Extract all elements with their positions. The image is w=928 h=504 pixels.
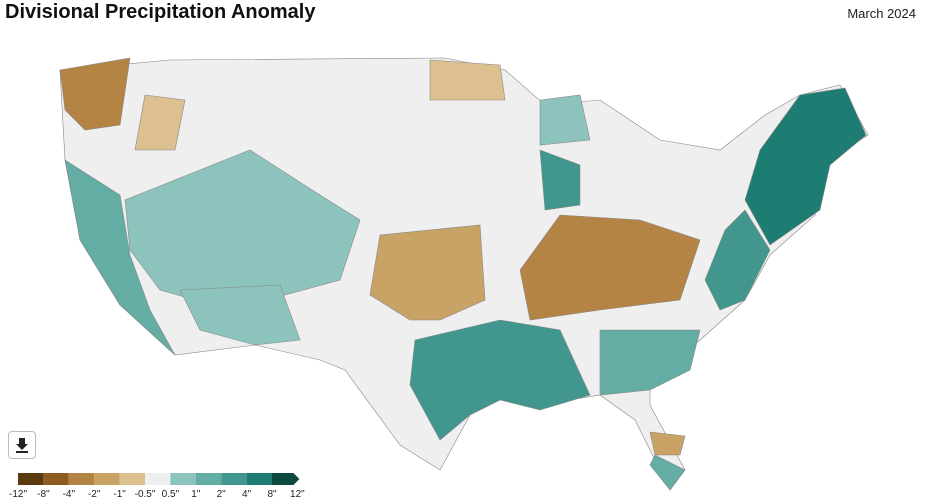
legend-label: 12" bbox=[290, 489, 305, 500]
download-icon bbox=[16, 438, 28, 453]
legend-swatch bbox=[94, 473, 120, 485]
legend-label: 1" bbox=[191, 489, 201, 500]
legend-label: -12" bbox=[9, 489, 27, 500]
legend-swatch bbox=[145, 473, 171, 485]
legend-label: -1" bbox=[113, 489, 126, 500]
legend-swatch bbox=[246, 473, 272, 485]
legend-label: -0.5" bbox=[135, 489, 156, 500]
legend-swatch bbox=[221, 473, 247, 485]
legend-swatch bbox=[43, 473, 69, 485]
region bbox=[179, 284, 301, 346]
legend: -12" -8" -4" -2" -1" -0.5" 0.5" 1" 2" 4" 8" 12" bbox=[9, 473, 305, 500]
title: Divisional Precipitation Anomaly bbox=[5, 1, 316, 23]
region bbox=[649, 431, 686, 456]
legend-label: -4" bbox=[63, 489, 76, 500]
legend-label: 4" bbox=[242, 489, 252, 500]
region bbox=[369, 224, 486, 321]
regions bbox=[59, 57, 869, 491]
legend-label: 8" bbox=[267, 489, 277, 500]
region bbox=[59, 57, 131, 131]
region bbox=[134, 94, 186, 151]
region bbox=[704, 209, 771, 311]
region bbox=[519, 214, 701, 321]
legend-swatch bbox=[119, 473, 145, 485]
legend-swatch bbox=[272, 473, 300, 485]
legend-swatch bbox=[18, 473, 44, 485]
date: March 2024 bbox=[847, 6, 916, 21]
region bbox=[649, 454, 686, 491]
download-button[interactable] bbox=[8, 431, 36, 459]
legend-swatch bbox=[170, 473, 196, 485]
legend-label: -2" bbox=[88, 489, 101, 500]
legend-swatch bbox=[68, 473, 95, 485]
region bbox=[64, 159, 176, 356]
region bbox=[744, 87, 867, 246]
legend-swatch bbox=[195, 473, 222, 485]
region bbox=[599, 329, 701, 396]
region bbox=[539, 94, 591, 146]
region bbox=[429, 59, 506, 101]
region bbox=[539, 149, 581, 211]
legend-label: -8" bbox=[37, 489, 50, 500]
legend-label: 0.5" bbox=[162, 489, 180, 500]
legend-label: 2" bbox=[217, 489, 227, 500]
region bbox=[124, 149, 361, 311]
region bbox=[409, 319, 591, 441]
